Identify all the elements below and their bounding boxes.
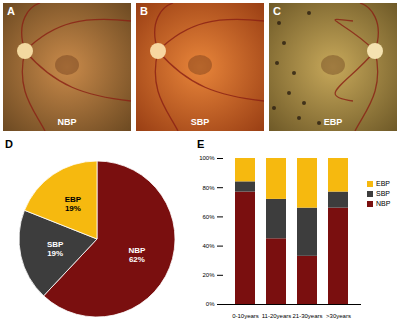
html-text:C: C	[273, 5, 281, 17]
html-text:A: A	[7, 5, 15, 17]
html-text:SBP: SBP	[190, 117, 210, 127]
svg-text:21-30years: 21-30years	[292, 313, 322, 319]
html-text:D: D	[5, 138, 13, 150]
svg-text:100%: 100%	[199, 155, 215, 161]
svg-text:80%: 80%	[202, 185, 215, 191]
svg-text:20%: 20%	[202, 272, 215, 278]
svg-text:60%: 60%	[202, 214, 215, 220]
svg-text:0%: 0%	[206, 301, 215, 307]
svg-text:0-10years: 0-10years	[232, 313, 259, 319]
html-text:NBP: NBP	[376, 200, 391, 207]
html-text:EBP: EBP	[323, 117, 343, 127]
svg-text:NBP62%: NBP62%	[128, 246, 146, 264]
svg-text:EBP19%: EBP19%	[65, 195, 82, 213]
html-text:NBP: NBP	[57, 117, 77, 127]
svg-text:SBP19%: SBP19%	[47, 240, 64, 258]
svg-text:>30years: >30years	[326, 313, 351, 319]
html-text:E: E	[197, 138, 205, 150]
html-text:B: B	[140, 5, 148, 17]
svg-text:40%: 40%	[202, 243, 215, 249]
html-text:EBP: EBP	[376, 180, 390, 187]
svg-text:11-20years: 11-20years	[262, 313, 292, 319]
html-text:SBP: SBP	[376, 190, 390, 197]
